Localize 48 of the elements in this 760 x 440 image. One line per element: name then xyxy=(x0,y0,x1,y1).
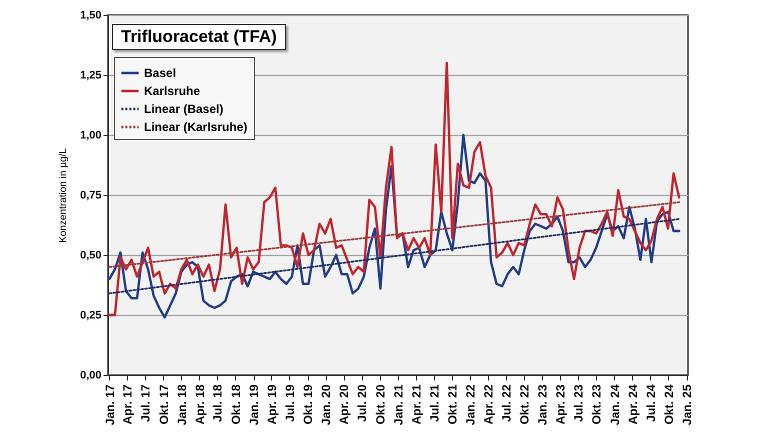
x-tick-label: Jan. 24 xyxy=(608,384,622,426)
x-tick-label: Apr. 17 xyxy=(120,384,135,425)
x-tick-label: Apr. 19 xyxy=(264,384,279,425)
y-axis-title: Konzentration in µg/L xyxy=(58,148,70,243)
legend-label: Karlsruhe xyxy=(144,84,200,98)
x-tick-label: Apr. 23 xyxy=(553,384,568,425)
x-tick-label: Jan. 23 xyxy=(536,384,550,426)
x-tick-label: Jan. 17 xyxy=(102,384,117,426)
x-tick-label: Jul. 18 xyxy=(210,384,225,422)
x-tick-label: Jul. 22 xyxy=(499,384,514,422)
x-tick-label: Okt. 19 xyxy=(301,384,316,425)
x-tick-label: Jul. 20 xyxy=(355,384,370,422)
x-tick-label: Apr. 18 xyxy=(192,384,207,425)
x-tick-label: Okt. 20 xyxy=(373,384,388,425)
legend-label: Linear (Karlsruhe) xyxy=(144,120,248,134)
line-series xyxy=(108,134,680,319)
text: Trifluoracetat (TFA) xyxy=(112,24,286,50)
x-tick-label: Jan. 22 xyxy=(464,384,478,426)
x-tick-label: Okt. 17 xyxy=(156,384,171,425)
y-tick-label: 1,25 xyxy=(80,70,102,82)
x-tick-label: Apr. 24 xyxy=(626,384,640,425)
y-tick-label: 0,25 xyxy=(80,310,102,322)
x-tick-label: Jan. 21 xyxy=(392,384,406,426)
line-series xyxy=(108,62,680,316)
x-tick-label: Okt. 18 xyxy=(228,384,243,425)
x-tick-label: Jan. 18 xyxy=(174,384,189,426)
y-tick-label: 1,00 xyxy=(80,130,102,142)
x-tick-label: Apr. 21 xyxy=(409,384,424,425)
x-tick-label: Jul. 24 xyxy=(644,384,658,422)
y-tick-label: 0,50 xyxy=(80,250,102,262)
legend-label: Linear (Basel) xyxy=(144,102,224,116)
y-tick-label: 0,75 xyxy=(80,190,102,202)
x-tick-label: Okt. 23 xyxy=(590,384,604,425)
x-tick-label: Jan. 20 xyxy=(319,384,334,426)
x-tick-label: Jan. 25 xyxy=(680,384,694,426)
legend-label: Basel xyxy=(144,66,176,80)
x-tick-label: Jul. 19 xyxy=(282,384,297,422)
x-tick-label: Okt. 24 xyxy=(662,384,676,425)
y-tick-label: 1,50 xyxy=(80,10,102,22)
x-tick-label: Okt. 22 xyxy=(518,384,532,425)
x-tick-label: Jul. 21 xyxy=(427,384,442,422)
x-tick-label: Jan. 19 xyxy=(247,384,262,426)
x-tick-label: Jul. 17 xyxy=(138,384,153,422)
x-tick-label: Apr. 22 xyxy=(481,384,496,425)
x-tick-label: Okt. 21 xyxy=(445,384,460,425)
x-tick-label: Jul. 23 xyxy=(571,384,586,422)
y-tick-label: 0,00 xyxy=(80,370,102,382)
x-tick-label: Apr. 20 xyxy=(337,384,352,425)
